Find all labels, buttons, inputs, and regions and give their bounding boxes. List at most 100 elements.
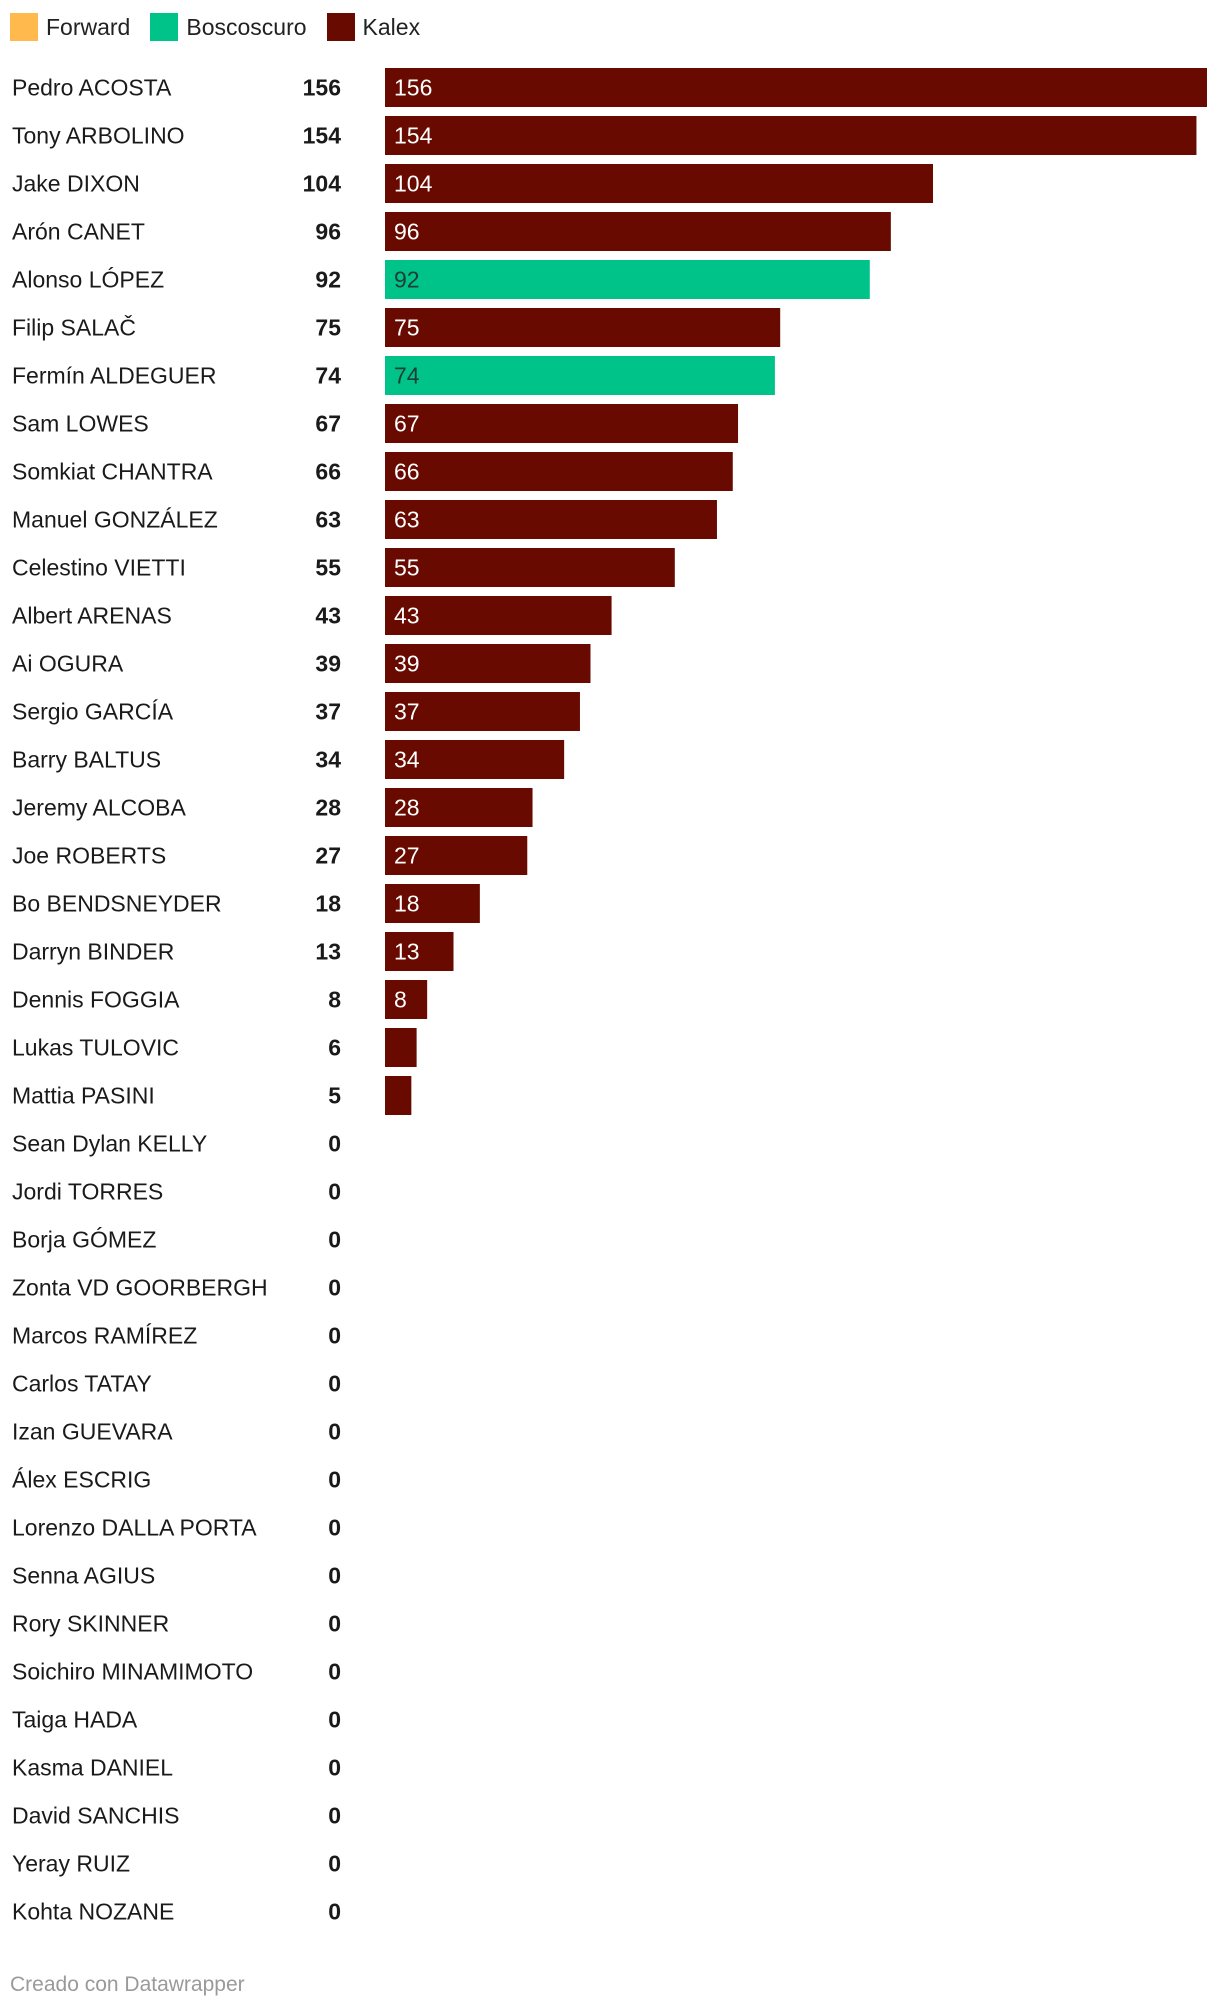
category-label: Kasma DANIEL	[12, 1755, 173, 1781]
value-label: 0	[328, 1755, 341, 1781]
legend-swatch-boscoscuro	[150, 13, 179, 41]
bar	[385, 596, 612, 635]
bar	[385, 308, 781, 347]
value-label: 75	[315, 315, 341, 341]
bar-row-marcos-rami-rez: Marcos RAMÍREZ 0	[12, 1323, 341, 1349]
bar-data-label: 28	[394, 795, 420, 821]
value-label: 39	[315, 651, 341, 677]
value-label: 0	[328, 1179, 341, 1205]
value-label: 0	[328, 1899, 341, 1925]
bar-row-izan-guevara: Izan GUEVARA 0	[12, 1419, 341, 1445]
bar	[385, 548, 675, 587]
bar-row-yeray-ruiz: Yeray RUIZ 0	[12, 1851, 341, 1877]
bar-data-label: 39	[394, 651, 420, 677]
value-label: 0	[328, 1227, 341, 1253]
bar-row-albert-arenas: Albert ARENAS 43 43	[12, 596, 612, 635]
category-label: Zonta VD GOORBERGH	[12, 1275, 268, 1301]
bar-row-joe-roberts: Joe ROBERTS 27 27	[12, 836, 528, 875]
legend-label-boscoscuro: Boscoscuro	[186, 13, 307, 40]
value-label: 0	[328, 1131, 341, 1157]
bar	[385, 164, 933, 203]
value-label: 13	[315, 939, 341, 965]
credit-text: Creado con Datawrapper	[10, 1973, 245, 1996]
bar	[385, 452, 733, 491]
bar-row-senna-agius: Senna AGIUS 0	[12, 1563, 341, 1589]
category-label: Filip SALAČ	[12, 314, 136, 341]
category-label: Kohta NOZANE	[12, 1899, 174, 1925]
category-label: Pedro ACOSTA	[12, 75, 172, 101]
category-label: Yeray RUIZ	[12, 1851, 130, 1877]
bar-data-label: 8	[394, 987, 407, 1013]
category-label: Arón CANET	[12, 219, 145, 245]
bar-row-lukas-tulovic: Lukas TULOVIC 6	[12, 1028, 417, 1067]
category-label: Soichiro MINAMIMOTO	[12, 1659, 253, 1685]
category-label: Albert ARENAS	[12, 603, 172, 629]
bar-row-fermi-n-aldeguer: Fermín ALDEGUER 74 74	[12, 356, 775, 395]
legend-swatch-kalex	[326, 13, 355, 41]
category-label: Somkiat CHANTRA	[12, 459, 213, 485]
bar	[385, 500, 717, 539]
bar-data-label: 43	[394, 603, 420, 629]
value-label: 74	[315, 363, 341, 389]
value-label: 28	[315, 795, 341, 821]
category-label: Sean Dylan KELLY	[12, 1131, 207, 1157]
bar	[385, 980, 428, 1019]
bar	[385, 644, 591, 683]
category-label: Tony ARBOLINO	[12, 123, 185, 149]
bar-row-pedro-acosta: Pedro ACOSTA 156 156	[12, 68, 1207, 107]
bar-data-label: 75	[394, 315, 420, 341]
value-label: 104	[303, 171, 342, 197]
bar-row-soichiro-minamimoto: Soichiro MINAMIMOTO 0	[12, 1659, 341, 1685]
bar-data-label: 96	[394, 219, 420, 245]
bar-row-sean-dylan-kelly: Sean Dylan KELLY 0	[12, 1131, 341, 1157]
value-label: 0	[328, 1515, 341, 1541]
category-label: Marcos RAMÍREZ	[12, 1323, 197, 1349]
bar-data-label: 156	[394, 75, 432, 101]
bar-row-jordi-torres: Jordi TORRES 0	[12, 1179, 341, 1205]
category-label: Jake DIXON	[12, 171, 140, 197]
value-label: 66	[315, 459, 341, 485]
category-label: Darryn BINDER	[12, 939, 174, 965]
value-label: 0	[328, 1611, 341, 1637]
value-label: 63	[315, 507, 341, 533]
value-label: 18	[315, 891, 341, 917]
bar-row-jeremy-alcoba: Jeremy ALCOBA 28 28	[12, 788, 533, 827]
category-label: Lorenzo DALLA PORTA	[12, 1515, 257, 1541]
category-label: Jeremy ALCOBA	[12, 795, 186, 821]
bar	[385, 116, 1197, 155]
value-label: 5	[328, 1083, 341, 1109]
bar-row-david-sanchis: David SANCHIS 0	[12, 1803, 341, 1829]
category-label: Alonso LÓPEZ	[12, 267, 164, 293]
bar-row-sergio-garci-a: Sergio GARCÍA 37 37	[12, 692, 580, 731]
value-label: 0	[328, 1419, 341, 1445]
category-label: Taiga HADA	[12, 1707, 138, 1733]
bar-row-taiga-hada: Taiga HADA 0	[12, 1707, 341, 1733]
bar	[385, 68, 1207, 107]
bar	[385, 212, 891, 251]
value-label: 0	[328, 1659, 341, 1685]
value-label: 27	[315, 843, 341, 869]
bar-row-alonso-lo-pez: Alonso LÓPEZ 92 92	[12, 260, 870, 299]
category-label: Lukas TULOVIC	[12, 1035, 179, 1061]
value-label: 0	[328, 1707, 341, 1733]
value-label: 154	[303, 123, 342, 149]
bar	[385, 836, 528, 875]
category-label: Manuel GONZÁLEZ	[12, 507, 218, 533]
bar-data-label: 27	[394, 843, 420, 869]
category-label: Fermín ALDEGUER	[12, 363, 217, 389]
value-label: 0	[328, 1467, 341, 1493]
legend-item-forward: Forward	[10, 13, 130, 41]
bar	[385, 1028, 417, 1067]
value-label: 0	[328, 1563, 341, 1589]
bar-row-ai-ogura: Ai OGURA 39 39	[12, 644, 591, 683]
value-label: 0	[328, 1275, 341, 1301]
category-label: Ai OGURA	[12, 651, 124, 677]
bar-row-aro-n-canet: Arón CANET 96 96	[12, 212, 891, 251]
bar-data-label: 74	[394, 363, 420, 389]
legend-item-boscoscuro: Boscoscuro	[150, 13, 307, 41]
bar-row-mattia-pasini: Mattia PASINI 5	[12, 1076, 412, 1115]
bar	[385, 356, 775, 395]
value-label: 6	[328, 1035, 341, 1061]
bar-row-jake-dixon: Jake DIXON 104 104	[12, 164, 933, 203]
bar	[385, 932, 454, 971]
